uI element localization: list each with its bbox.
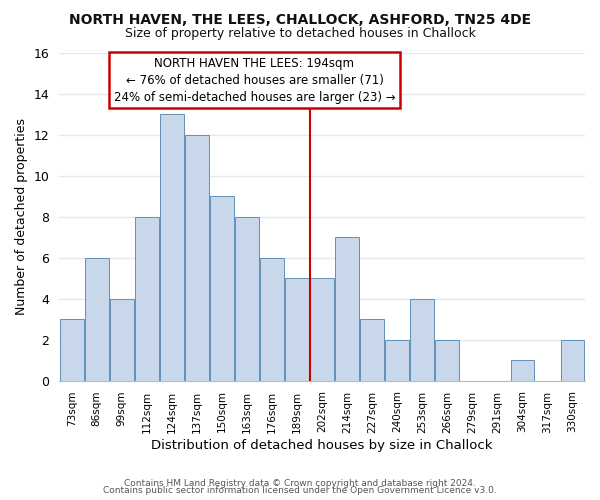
Bar (560, 340, 584, 380)
Bar (60, 319, 83, 380)
Text: NORTH HAVEN THE LEES: 194sqm
← 76% of detached houses are smaller (71)
24% of se: NORTH HAVEN THE LEES: 194sqm ← 76% of de… (113, 56, 395, 104)
Bar (110, 298, 134, 380)
Bar (310, 278, 334, 380)
Text: Contains HM Land Registry data © Crown copyright and database right 2024.: Contains HM Land Registry data © Crown c… (124, 478, 476, 488)
Text: Size of property relative to detached houses in Challock: Size of property relative to detached ho… (125, 28, 475, 40)
Bar (210, 196, 234, 380)
Bar (335, 237, 359, 380)
Bar (160, 114, 184, 380)
X-axis label: Distribution of detached houses by size in Challock: Distribution of detached houses by size … (151, 440, 493, 452)
Bar (260, 258, 284, 380)
Bar (235, 216, 259, 380)
Bar (410, 298, 434, 380)
Bar (185, 134, 209, 380)
Y-axis label: Number of detached properties: Number of detached properties (15, 118, 28, 315)
Bar (285, 278, 309, 380)
Bar (85, 258, 109, 380)
Bar (135, 216, 158, 380)
Text: Contains public sector information licensed under the Open Government Licence v3: Contains public sector information licen… (103, 486, 497, 495)
Bar (436, 340, 459, 380)
Bar (511, 360, 534, 380)
Bar (385, 340, 409, 380)
Text: NORTH HAVEN, THE LEES, CHALLOCK, ASHFORD, TN25 4DE: NORTH HAVEN, THE LEES, CHALLOCK, ASHFORD… (69, 12, 531, 26)
Bar (360, 319, 384, 380)
